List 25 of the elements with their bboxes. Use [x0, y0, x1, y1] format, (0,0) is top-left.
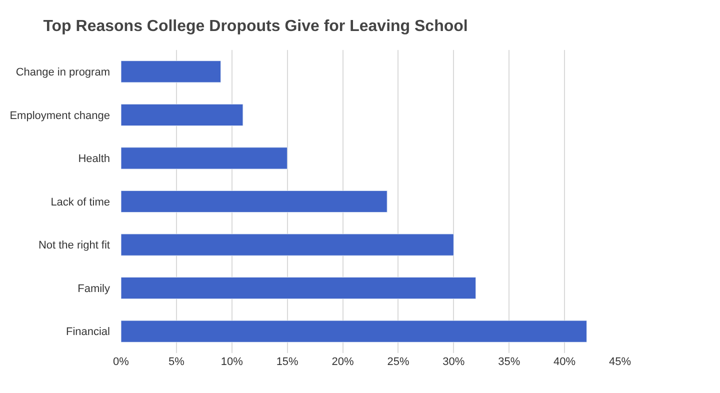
y-tick-label: Lack of time	[50, 196, 110, 208]
bar	[121, 104, 244, 126]
y-tick-label: Employment change	[10, 110, 110, 122]
x-tick-label: 30%	[442, 356, 465, 368]
y-tick-label: Change in program	[16, 66, 110, 78]
bar	[121, 60, 222, 83]
y-tick-label: Financial	[66, 326, 110, 338]
chart-title: Top Reasons College Dropouts Give for Leaving School	[43, 18, 468, 35]
y-tick-label: Not the right fit	[38, 240, 110, 252]
x-tick-label: 10%	[220, 356, 244, 368]
x-tick-label: 20%	[332, 356, 354, 368]
bar	[121, 147, 288, 170]
bar	[121, 234, 454, 256]
x-tick-label: 25%	[387, 356, 410, 368]
bar	[121, 277, 476, 300]
x-tick-label: 45%	[608, 356, 632, 368]
y-tick-label: Health	[78, 153, 110, 166]
x-tick-label: 40%	[554, 356, 576, 368]
y-tick-label: Family	[78, 282, 110, 295]
x-tick-label: 0%	[113, 356, 130, 368]
bar	[121, 190, 388, 213]
bar	[121, 320, 587, 342]
x-tick-label: 35%	[498, 356, 520, 368]
x-tick-label: 5%	[168, 356, 185, 368]
x-tick-label: 15%	[276, 356, 299, 368]
